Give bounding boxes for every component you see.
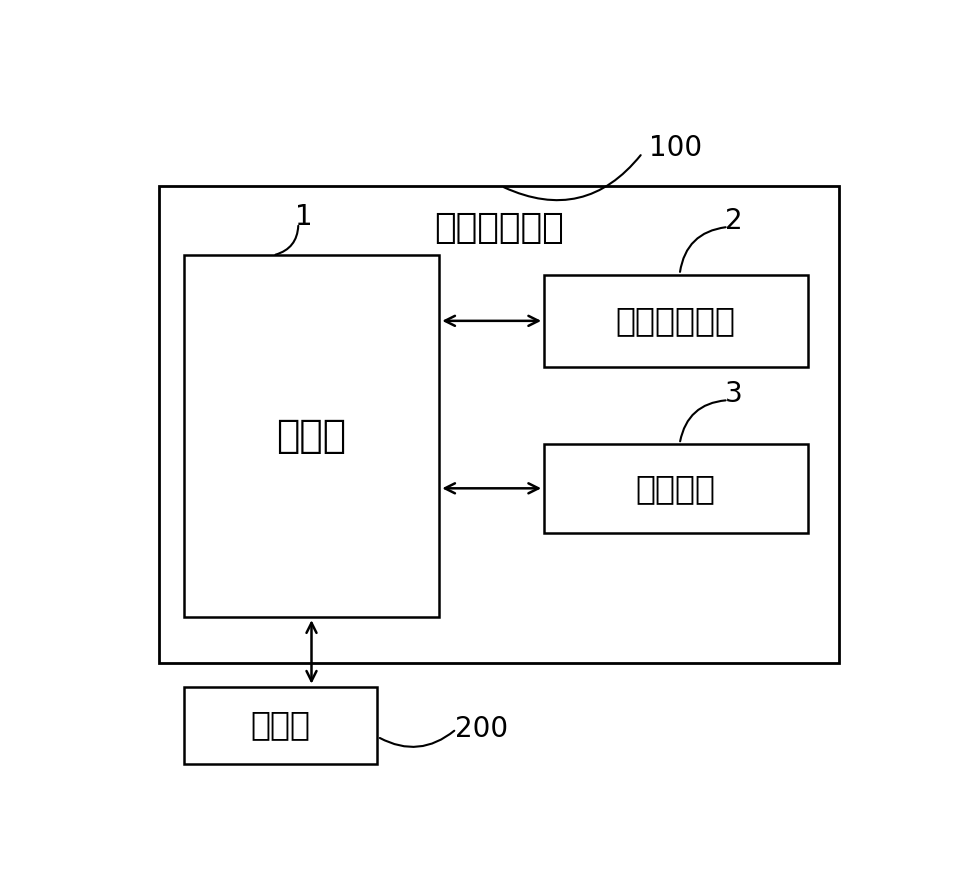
Text: 100: 100 <box>649 133 702 161</box>
Bar <box>544 275 808 367</box>
Text: 3: 3 <box>725 380 742 408</box>
Text: 治疗台: 治疗台 <box>250 709 310 742</box>
Text: 激光发射机构: 激光发射机构 <box>616 304 736 338</box>
Bar <box>544 444 808 532</box>
Text: 工控机: 工控机 <box>276 417 346 455</box>
Text: 2: 2 <box>725 207 742 235</box>
Bar <box>184 687 378 764</box>
Text: 注射装置: 注射装置 <box>635 472 716 505</box>
Bar <box>184 255 440 617</box>
Text: 1: 1 <box>295 203 312 231</box>
Text: 200: 200 <box>454 715 508 743</box>
Bar <box>159 186 840 664</box>
Text: 光热治疗系统: 光热治疗系统 <box>434 211 564 246</box>
